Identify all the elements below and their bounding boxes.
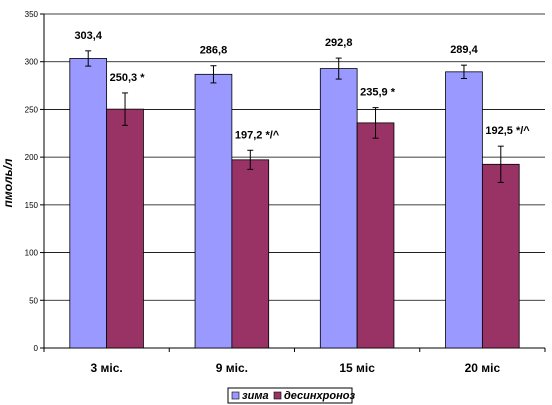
bar-desynchronosis bbox=[481, 163, 520, 349]
bar-zyma bbox=[69, 58, 108, 349]
y-axis-title: пмоль/л bbox=[1, 158, 15, 207]
y-tick-label-350: 350 bbox=[25, 10, 39, 19]
bar-zyma bbox=[445, 71, 483, 349]
legend-label: зима bbox=[242, 390, 269, 402]
bar-zyma bbox=[319, 68, 358, 349]
category-label: 20 міс bbox=[465, 361, 501, 375]
y-tick-label-0: 0 bbox=[34, 344, 39, 353]
axes: 0 50 100 150 200 250 300 350 3 міс. 9 міс. 15 міс 2… bbox=[25, 10, 546, 375]
data-label: 197,2 */^ bbox=[235, 129, 280, 141]
bar-desynchronosis bbox=[356, 122, 395, 349]
y-tick-label-300: 300 bbox=[25, 58, 39, 67]
data-label: 303,4 bbox=[74, 30, 102, 42]
data-label: 286,8 bbox=[200, 45, 228, 57]
data-label: 250,3 * bbox=[110, 72, 146, 84]
bar-desynchronosis bbox=[231, 159, 270, 349]
legend-box bbox=[227, 387, 353, 404]
legend-swatch bbox=[273, 391, 282, 400]
category-label: 3 міс. bbox=[91, 361, 123, 375]
data-label: 192,5 */^ bbox=[485, 125, 530, 137]
bar-desynchronosis bbox=[106, 108, 144, 349]
data-label: 289,4 bbox=[450, 44, 478, 56]
category-label: 9 міс. bbox=[216, 361, 248, 375]
y-tick-label-50: 50 bbox=[29, 296, 38, 305]
bar-zyma bbox=[194, 73, 233, 349]
bars bbox=[69, 50, 520, 349]
y-tick-label-100: 100 bbox=[25, 249, 39, 258]
category-label: 15 міс bbox=[339, 361, 375, 375]
data-labels: 303,4 250,3 * 286,8 197,2 */^ 292,8 235,9 * 28… bbox=[74, 30, 530, 141]
data-label: 292,8 bbox=[325, 37, 353, 49]
y-tick-label-200: 200 bbox=[25, 153, 39, 162]
legend-swatch bbox=[231, 391, 240, 400]
y-tick-label-250: 250 bbox=[25, 105, 39, 114]
legend: зима десинхроноз bbox=[227, 387, 355, 404]
legend-label: десинхроноз bbox=[284, 390, 355, 402]
y-tick-label-150: 150 bbox=[25, 201, 39, 210]
data-label: 235,9 * bbox=[360, 87, 396, 99]
